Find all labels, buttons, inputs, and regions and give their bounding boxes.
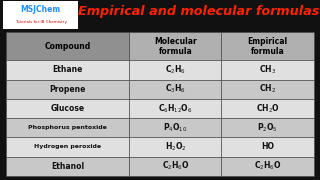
- Text: P$_2$O$_5$: P$_2$O$_5$: [257, 122, 278, 134]
- FancyBboxPatch shape: [129, 137, 221, 157]
- Text: Molecular
formula: Molecular formula: [154, 37, 197, 56]
- Text: P$_4$O$_{10}$: P$_4$O$_{10}$: [163, 122, 188, 134]
- Text: Compound: Compound: [45, 42, 91, 51]
- FancyBboxPatch shape: [129, 32, 221, 60]
- Text: C$_2$H$_6$O: C$_2$H$_6$O: [254, 160, 281, 172]
- FancyBboxPatch shape: [6, 32, 129, 60]
- Text: HO: HO: [261, 143, 274, 152]
- Text: C$_3$H$_6$: C$_3$H$_6$: [165, 83, 186, 95]
- FancyBboxPatch shape: [221, 118, 314, 137]
- Text: C$_2$H$_6$: C$_2$H$_6$: [165, 64, 186, 76]
- FancyBboxPatch shape: [3, 1, 78, 29]
- FancyBboxPatch shape: [6, 118, 129, 137]
- FancyBboxPatch shape: [221, 157, 314, 176]
- FancyBboxPatch shape: [129, 60, 221, 80]
- FancyBboxPatch shape: [221, 137, 314, 157]
- Text: C$_6$H$_{12}$O$_6$: C$_6$H$_{12}$O$_6$: [158, 102, 193, 115]
- Text: Ethanol: Ethanol: [51, 162, 84, 171]
- FancyBboxPatch shape: [221, 80, 314, 99]
- Text: H$_2$O$_2$: H$_2$O$_2$: [164, 141, 186, 153]
- Text: Phosphorus pentoxide: Phosphorus pentoxide: [28, 125, 107, 130]
- FancyBboxPatch shape: [6, 157, 129, 176]
- Text: Ethane: Ethane: [53, 66, 83, 75]
- FancyBboxPatch shape: [129, 157, 221, 176]
- Text: Propene: Propene: [50, 85, 86, 94]
- Text: CH$_3$: CH$_3$: [259, 64, 276, 76]
- FancyBboxPatch shape: [6, 80, 129, 99]
- FancyBboxPatch shape: [221, 60, 314, 80]
- Text: Empirical
formula: Empirical formula: [247, 37, 288, 56]
- FancyBboxPatch shape: [129, 99, 221, 118]
- FancyBboxPatch shape: [129, 118, 221, 137]
- Text: Empirical and molecular formulas: Empirical and molecular formulas: [78, 4, 319, 17]
- Text: CH$_2$O: CH$_2$O: [256, 102, 279, 115]
- FancyBboxPatch shape: [129, 80, 221, 99]
- Text: MSJChem: MSJChem: [21, 5, 61, 14]
- Text: C$_2$H$_6$O: C$_2$H$_6$O: [162, 160, 189, 172]
- Text: Tutorials for IB Chemistry: Tutorials for IB Chemistry: [15, 20, 67, 24]
- FancyBboxPatch shape: [221, 32, 314, 60]
- Text: CH$_2$: CH$_2$: [259, 83, 276, 95]
- FancyBboxPatch shape: [6, 137, 129, 157]
- Text: Glucose: Glucose: [51, 104, 85, 113]
- FancyBboxPatch shape: [6, 99, 129, 118]
- Text: Hydrogen peroxide: Hydrogen peroxide: [34, 145, 101, 149]
- FancyBboxPatch shape: [6, 60, 129, 80]
- FancyBboxPatch shape: [221, 99, 314, 118]
